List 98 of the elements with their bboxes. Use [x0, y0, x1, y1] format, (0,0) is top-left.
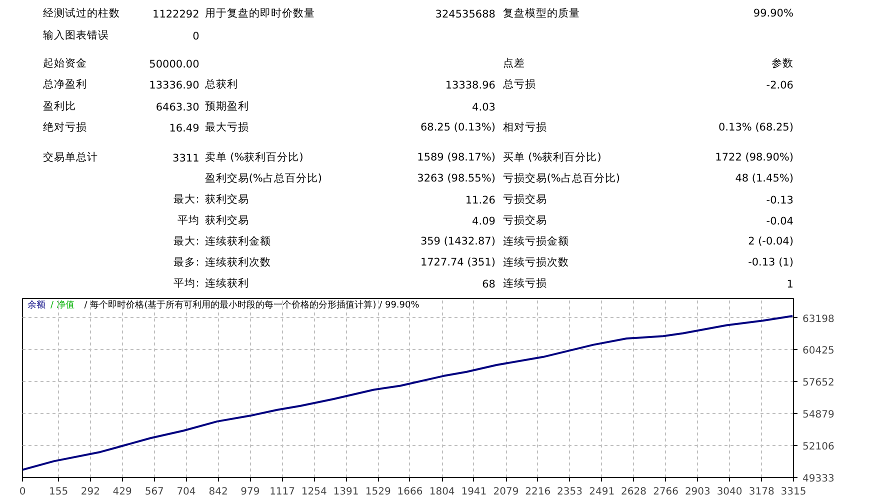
text: 99.90%: [753, 8, 794, 20]
text: 获利交易: [204, 192, 249, 206]
y-tick-label: 63198: [802, 314, 834, 325]
x-tick-label: 2353: [557, 486, 582, 498]
text: 1589 (98.17%): [417, 152, 496, 164]
x-tick-label: 2903: [684, 486, 710, 498]
x-tick-label: 1804: [429, 486, 455, 498]
text: 平均:: [174, 278, 200, 290]
text: 亏损交易(%占总百分比): [502, 172, 620, 184]
x-tick-label: 1529: [365, 486, 391, 498]
x-tick-label: 1666: [397, 486, 423, 498]
y-tick-label: 49333: [802, 474, 834, 484]
x-tick-label: 704: [176, 486, 196, 498]
legend-label: / 净值: [50, 300, 74, 310]
y-tick-label: 52106: [802, 442, 834, 453]
text: 余额: [28, 300, 46, 310]
text: 3263 (98.55%): [417, 172, 496, 184]
chart-title: / 每个即时价格(基于所有可利用的最小时段的每一个价格的分形插值计算) / 99.90%: [84, 300, 420, 310]
y-tick-label: 54879: [802, 410, 834, 421]
text: 连续获利: [204, 276, 249, 290]
text: 卖单 (%获利百分比): [204, 150, 304, 164]
text: 4.03: [472, 102, 496, 114]
x-tick-label: 842: [208, 486, 228, 498]
text: 48 (1.45%): [735, 172, 794, 184]
text: 经测试过的柱数: [42, 6, 120, 20]
text: 起始资金: [42, 58, 87, 70]
text: 68: [482, 278, 496, 290]
text: 324535688: [435, 8, 496, 20]
text: 获利交易: [204, 214, 249, 226]
x-tick-label: 2216: [525, 486, 551, 498]
y-tick-label: 60425: [802, 346, 834, 357]
x-tick-label: 2628: [620, 486, 646, 498]
text: 13338.96: [445, 80, 496, 92]
text: 50000.00: [149, 58, 200, 70]
text: 总净盈利: [42, 78, 87, 90]
text: 输入图表错误: [42, 28, 109, 42]
text: 连续亏损: [502, 276, 547, 290]
text: -0.04: [766, 216, 794, 228]
x-tick-label: 2766: [653, 486, 679, 498]
x-tick-label: 1391: [333, 486, 359, 498]
text: 相对亏损: [502, 120, 547, 134]
x-tick-label: 1941: [461, 486, 487, 498]
text: 连续获利次数: [204, 256, 271, 268]
text: 预期盈利: [204, 100, 249, 112]
x-tick-label: 979: [240, 486, 260, 498]
text: 16.49: [169, 122, 200, 134]
text: 最大:: [174, 192, 200, 206]
text: 1722 (98.90%): [715, 152, 794, 164]
text: 1122292: [152, 8, 200, 20]
y-tick-label: 57652: [802, 378, 834, 389]
x-tick-label: 1117: [270, 486, 296, 498]
text: 连续获利金额: [204, 234, 271, 248]
text: 6463.30: [156, 102, 200, 114]
text: 总亏损: [502, 78, 536, 90]
x-tick-label: 2491: [589, 486, 615, 498]
text: 359 (1432.87): [420, 236, 496, 248]
x-tick-label: 429: [112, 486, 132, 498]
x-tick-label: 155: [49, 486, 68, 498]
text: 亏损交易: [502, 214, 547, 226]
text: 最多:: [174, 256, 200, 268]
text: 交易单总计: [42, 150, 98, 164]
text: 1727.74 (351): [420, 256, 496, 268]
text: 买单 (%获利百分比): [502, 150, 602, 164]
text: 用于复盘的即时价数量: [204, 6, 315, 20]
x-tick-label: 1254: [301, 486, 327, 498]
x-tick-label: 0: [19, 486, 26, 498]
text: -0.13 (1): [748, 256, 794, 268]
text: 11.26: [465, 194, 496, 206]
x-tick-label: 3040: [716, 486, 742, 498]
text: 盈利交易(%占总百分比): [204, 172, 322, 184]
x-tick-label: 292: [80, 486, 100, 498]
text: 0.13% (68.25): [718, 122, 794, 134]
text: 盈利比: [42, 100, 76, 112]
text: 连续亏损次数: [502, 256, 569, 268]
text: 参数: [771, 56, 794, 70]
text: 3311: [172, 152, 200, 164]
line-series: [22, 315, 794, 471]
text: 最大:: [174, 234, 200, 248]
text: 平均: [177, 214, 200, 226]
text: 0: [192, 30, 200, 42]
text: 绝对亏损: [42, 120, 87, 134]
text: -0.13: [766, 194, 794, 206]
x-tick-label: 2079: [493, 486, 519, 498]
text: 点差: [502, 56, 525, 70]
text: 1: [786, 278, 794, 290]
text: -2.06: [766, 80, 794, 92]
text: 复盘模型的质量: [502, 6, 580, 20]
x-tick-label: 3178: [748, 486, 774, 498]
x-tick-label: 567: [144, 486, 164, 498]
x-tick-label: 3315: [780, 486, 806, 498]
text: 连续亏损金额: [502, 234, 569, 248]
text: 68.25 (0.13%): [420, 122, 496, 134]
text: 2 (-0.04): [748, 236, 794, 248]
text: 13336.90: [149, 80, 200, 92]
text: 最大亏损: [204, 120, 249, 134]
text: 总获利: [204, 78, 238, 90]
text: 4.09: [472, 216, 496, 228]
text: 亏损交易: [502, 192, 547, 206]
